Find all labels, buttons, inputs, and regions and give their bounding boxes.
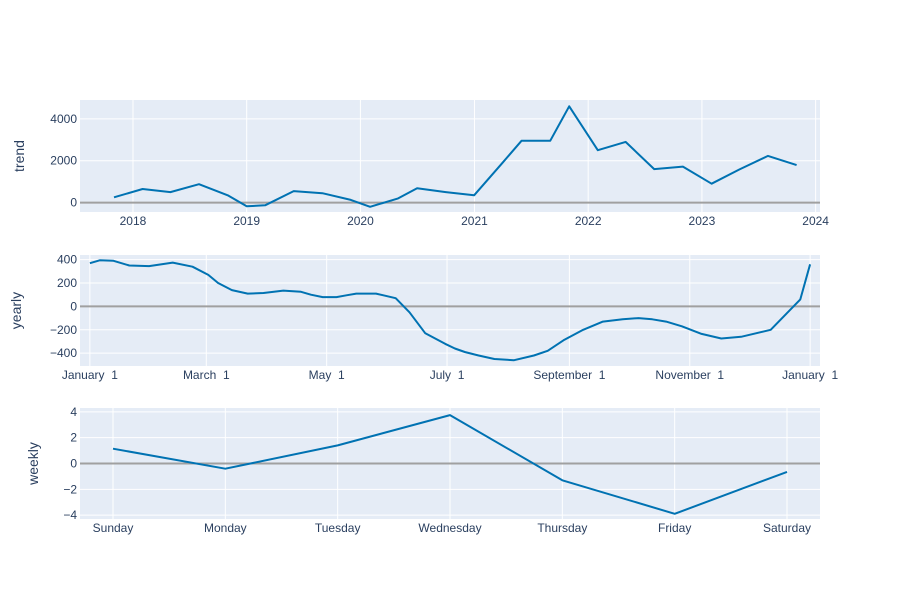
x-tick-label: 2021 bbox=[461, 214, 488, 228]
x-tick-label: Thursday bbox=[537, 521, 587, 535]
x-tick-label: May 1 bbox=[309, 368, 345, 382]
x-tick-label: Saturday bbox=[763, 521, 811, 535]
panel-weekly: −4 −2 0 2 4 Sunday Monday Tuesday Wednesday Thurs… bbox=[25, 405, 820, 535]
plot-area-yearly bbox=[80, 255, 820, 366]
y-tick-label: 0 bbox=[70, 196, 77, 210]
y-tick-label: 0 bbox=[70, 299, 77, 313]
y-tick-label: −2 bbox=[63, 482, 77, 496]
x-tick-label: March 1 bbox=[183, 368, 230, 382]
y-tick-label: 4000 bbox=[50, 112, 77, 126]
x-tick-label: 2019 bbox=[233, 214, 260, 228]
x-tick-label: September 1 bbox=[533, 368, 605, 382]
x-tick-label: July 1 bbox=[430, 368, 465, 382]
panel-trend: 0 2000 4000 2018 2019 2020 2021 2022 2023 2024 tre… bbox=[11, 100, 829, 228]
x-tick-label: 2022 bbox=[575, 214, 602, 228]
x-tick-label: Friday bbox=[658, 521, 691, 535]
plot-area-trend bbox=[80, 100, 820, 212]
x-tick-label: January 1 bbox=[782, 368, 838, 382]
x-tick-label: 2020 bbox=[347, 214, 374, 228]
series-line-yearly bbox=[89, 259, 812, 362]
y-tick-label: 2000 bbox=[50, 154, 77, 168]
y-tick-label: −400 bbox=[50, 346, 77, 360]
x-tick-label: November 1 bbox=[655, 368, 724, 382]
x-tick-label: January 1 bbox=[62, 368, 118, 382]
y-tick-label: 400 bbox=[57, 253, 77, 267]
y-tick-label: −4 bbox=[63, 508, 77, 522]
y-tick-label: −200 bbox=[50, 323, 77, 337]
y-tick-label: 0 bbox=[70, 457, 77, 471]
y-axis-label: yearly bbox=[8, 292, 24, 329]
x-tick-label: Wednesday bbox=[418, 521, 481, 535]
x-tick-label: 2018 bbox=[120, 214, 147, 228]
x-tick-label: Monday bbox=[204, 521, 247, 535]
series-line-trend bbox=[113, 105, 797, 208]
y-axis-label: trend bbox=[11, 140, 27, 172]
y-axis-label: weekly bbox=[25, 442, 41, 486]
x-tick-label: Tuesday bbox=[315, 521, 361, 535]
series-line-weekly bbox=[112, 414, 788, 515]
y-tick-label: 4 bbox=[70, 405, 77, 419]
panel-yearly: −400 −200 0 200 400 January 1 March 1 May 1 July… bbox=[8, 253, 838, 382]
x-tick-label: 2024 bbox=[802, 214, 829, 228]
y-tick-label: 200 bbox=[57, 276, 77, 290]
x-tick-label: Sunday bbox=[93, 521, 134, 535]
x-tick-label: 2023 bbox=[689, 214, 716, 228]
y-tick-label: 2 bbox=[70, 431, 77, 445]
